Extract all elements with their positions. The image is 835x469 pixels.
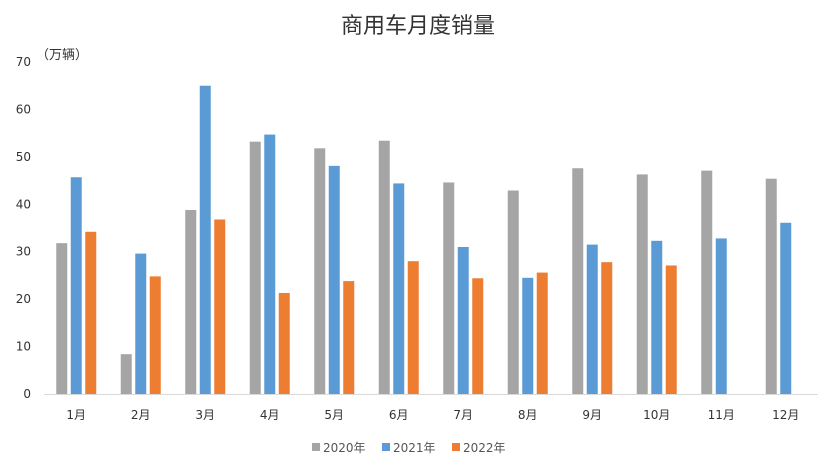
x-axis: 1月 2月 3月 4月 5月 6月 7月 8月 9月 10月 11月 12月 <box>66 408 799 422</box>
legend-label: 2020年 <box>323 441 366 455</box>
x-tick-label: 4月 <box>260 408 280 422</box>
y-tick-label: 10 <box>16 340 31 354</box>
bar <box>780 222 792 394</box>
bar <box>185 209 197 394</box>
bar <box>701 170 713 394</box>
y-tick-label: 30 <box>16 245 31 259</box>
bar <box>135 253 147 394</box>
chart-title: 商用车月度销量 <box>341 14 495 39</box>
bar <box>536 272 548 394</box>
y-tick-label: 20 <box>16 292 31 306</box>
y-axis: 0 10 20 30 40 50 60 70 <box>16 55 31 401</box>
bar <box>636 174 648 394</box>
bar <box>343 281 355 394</box>
bar <box>586 244 598 394</box>
legend-swatch <box>452 443 460 451</box>
bar <box>765 178 777 394</box>
bar <box>149 276 161 394</box>
y-tick-label: 50 <box>16 150 31 164</box>
bar <box>378 140 390 394</box>
x-tick-label: 10月 <box>643 408 670 422</box>
bar <box>601 262 613 394</box>
bar <box>249 141 261 394</box>
bar <box>393 183 405 394</box>
y-tick-label: 60 <box>16 102 31 116</box>
bars-group <box>56 85 792 394</box>
x-tick-label: 2月 <box>131 408 151 422</box>
y-tick-label: 0 <box>23 387 31 401</box>
bar <box>328 165 340 394</box>
bar <box>665 265 677 394</box>
bar <box>407 261 419 394</box>
bar <box>457 246 469 394</box>
x-tick-label: 8月 <box>518 408 538 422</box>
legend-label: 2021年 <box>393 441 436 455</box>
bar <box>443 182 455 394</box>
x-tick-label: 5月 <box>324 408 344 422</box>
bar <box>85 231 97 394</box>
x-tick-label: 6月 <box>389 408 409 422</box>
x-tick-label: 12月 <box>772 408 799 422</box>
bar <box>572 168 584 394</box>
x-tick-label: 1月 <box>66 408 86 422</box>
x-tick-label: 11月 <box>708 408 735 422</box>
bar <box>507 190 519 394</box>
bar <box>70 177 82 394</box>
x-tick-label: 3月 <box>195 408 215 422</box>
bar <box>214 219 226 394</box>
legend-swatch <box>312 443 320 451</box>
x-tick-label: 9月 <box>582 408 602 422</box>
y-axis-unit: （万辆） <box>36 48 88 63</box>
y-tick-label: 40 <box>16 197 31 211</box>
bar <box>56 243 68 394</box>
bar <box>472 278 484 394</box>
bar <box>120 354 132 394</box>
bar <box>715 238 727 394</box>
bar <box>522 277 534 394</box>
legend-swatch <box>382 443 390 451</box>
bar <box>199 85 211 394</box>
bar <box>264 134 276 394</box>
x-tick-label: 7月 <box>453 408 473 422</box>
bar <box>651 240 663 394</box>
y-tick-label: 70 <box>16 55 31 69</box>
bar <box>278 292 290 394</box>
legend: 2020年 2021年 2022年 <box>312 441 506 455</box>
legend-label: 2022年 <box>463 441 506 455</box>
bar <box>314 148 326 394</box>
